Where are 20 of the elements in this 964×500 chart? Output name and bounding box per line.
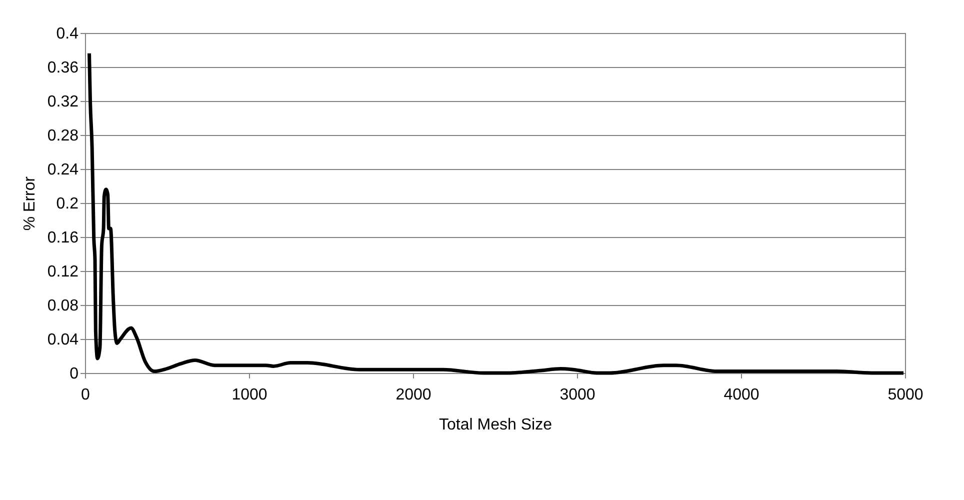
y-tick-label: 0.12 bbox=[47, 264, 79, 280]
y-tick-label: 0.4 bbox=[56, 26, 79, 42]
y-tick-label: 0 bbox=[70, 366, 79, 382]
y-tick-label: 0.08 bbox=[47, 298, 79, 314]
y-tick-label: 0.28 bbox=[47, 128, 79, 144]
x-tick-label: 0 bbox=[81, 386, 90, 404]
x-tick-label: 5000 bbox=[888, 386, 924, 404]
y-tick-label: 0.16 bbox=[47, 230, 79, 246]
y-tick-label: 0.04 bbox=[47, 332, 79, 348]
y-tick-label: 0.36 bbox=[47, 60, 79, 76]
x-tick-label: 4000 bbox=[724, 386, 760, 404]
line-series bbox=[88, 52, 906, 375]
y-tick-label: 0.32 bbox=[47, 94, 79, 110]
y-axis-title: % Error bbox=[21, 176, 38, 231]
x-tick-label: 3000 bbox=[560, 386, 596, 404]
x-tick-label: 1000 bbox=[232, 386, 268, 404]
y-tick-label: 0.24 bbox=[47, 162, 79, 178]
x-tick-label: 2000 bbox=[396, 386, 432, 404]
y-tick-label: 0.2 bbox=[56, 196, 79, 212]
x-axis-title: Total Mesh Size bbox=[439, 416, 552, 434]
